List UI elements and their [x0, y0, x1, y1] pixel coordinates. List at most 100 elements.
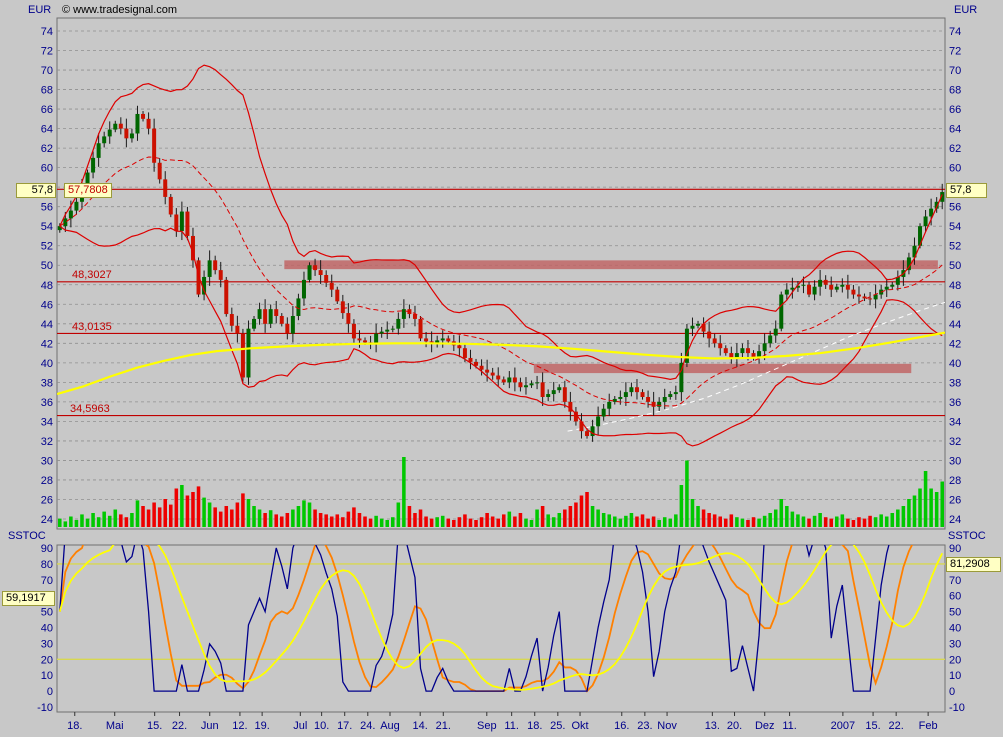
sstoc-axis-tick-right: -10 — [949, 702, 965, 714]
sstoc-axis-tick-left: 50 — [41, 607, 53, 619]
date-label: 22. — [172, 720, 187, 732]
price-axis-tick-left: 54 — [41, 221, 53, 233]
sstoc-axis-tick-right: 90 — [949, 543, 961, 555]
copyright-text: © www.tradesignal.com — [62, 4, 178, 16]
price-axis-tick-left: 74 — [41, 26, 53, 38]
price-axis-tick-left: 72 — [41, 46, 53, 58]
price-axis-tick-right: 70 — [949, 65, 961, 77]
price-axis-tick-right: 42 — [949, 338, 961, 350]
hline-label-34-5963: 34,5963 — [70, 403, 110, 415]
hline-label-43-0135: 43,0135 — [72, 321, 112, 333]
sstoc-axis-tick-left: 20 — [41, 654, 53, 666]
resistance-zone — [533, 363, 912, 374]
sstoc-axis-tick-right: 0 — [949, 686, 955, 698]
sstoc-value-label-right: 81,2908 — [946, 557, 1001, 572]
date-label: 2007 — [831, 720, 855, 732]
price-axis-tick-left: 62 — [41, 143, 53, 155]
stochastic-slow-line — [58, 545, 914, 693]
date-label: 19. — [254, 720, 269, 732]
sstoc-axis-tick-left: 70 — [41, 575, 53, 587]
price-axis-tick-right: 62 — [949, 143, 961, 155]
date-label: 18. — [527, 720, 542, 732]
price-axis-tick-right: 66 — [949, 104, 961, 116]
sstoc-axis-title-right: SSTOC — [948, 530, 986, 542]
price-axis-tick-left: 50 — [41, 260, 53, 272]
price-axis-tick-right: 72 — [949, 46, 961, 58]
price-axis-title-right: EUR — [954, 4, 978, 16]
date-label: 21. — [436, 720, 451, 732]
sstoc-axis-tick-left: 90 — [41, 543, 53, 555]
date-label: Feb — [919, 720, 938, 732]
sstoc-axis-tick-right: 60 — [949, 591, 961, 603]
date-label: 23. — [637, 720, 652, 732]
price-axis-tick-left: 60 — [41, 163, 53, 175]
price-plot-content — [57, 64, 945, 527]
price-axis-tick-left: 24 — [41, 514, 53, 526]
date-label: Sep — [477, 720, 497, 732]
sstoc-axis-tick-right: 30 — [949, 638, 961, 650]
sstoc-plot-content — [57, 545, 945, 693]
date-label: Aug — [380, 720, 400, 732]
date-label: Mai — [106, 720, 124, 732]
price-plot-frame — [56, 17, 946, 530]
yellow-moving-average — [57, 331, 945, 396]
date-label: 14. — [413, 720, 428, 732]
date-label: 24. — [360, 720, 375, 732]
price-axis-tick-right: 50 — [949, 260, 961, 272]
sstoc-axis-tick-left: 80 — [41, 559, 53, 571]
stochastic-fast-line — [59, 545, 890, 692]
bollinger-middle-band — [59, 156, 943, 407]
sstoc-plot-frame — [56, 544, 946, 713]
date-label: 15. — [147, 720, 162, 732]
current-price-label-right: 57,8 — [946, 183, 987, 198]
price-axis-tick-right: 36 — [949, 397, 961, 409]
price-axis-tick-left: 64 — [41, 124, 53, 136]
sstoc-axis-tick-left: 30 — [41, 638, 53, 650]
date-label: 11. — [504, 720, 518, 732]
stochastic-signal-line — [58, 545, 944, 691]
date-label: 13. — [705, 720, 720, 732]
sstoc-axis-tick-left: 40 — [41, 623, 53, 635]
price-axis-tick-right: 32 — [949, 436, 961, 448]
price-axis-tick-left: 26 — [41, 494, 53, 506]
price-axis-tick-left: 48 — [41, 280, 53, 292]
sstoc-axis-tick-right: 10 — [949, 670, 961, 682]
date-label: 22. — [889, 720, 904, 732]
price-axis-tick-left: 34 — [41, 416, 53, 428]
hline-label-57-7808: 57,7808 — [64, 183, 112, 198]
price-axis-tick-left: 28 — [41, 475, 53, 487]
price-axis-tick-left: 56 — [41, 202, 53, 214]
price-axis-tick-right: 38 — [949, 377, 961, 389]
candlesticks — [57, 105, 945, 442]
price-axis-tick-right: 60 — [949, 163, 961, 175]
sstoc-axis-tick-left: -10 — [37, 702, 53, 714]
date-label: Dez — [755, 720, 775, 732]
sstoc-axis-title-left: SSTOC — [8, 530, 46, 542]
price-axis-tick-right: 56 — [949, 202, 961, 214]
date-label: Nov — [657, 720, 677, 732]
sstoc-axis-tick-right: 50 — [949, 607, 961, 619]
date-label: Okt — [571, 720, 588, 732]
sstoc-axis-tick-right: 40 — [949, 623, 961, 635]
price-axis-tick-left: 32 — [41, 436, 53, 448]
price-axis-tick-left: 30 — [41, 455, 53, 467]
date-label: 11. — [782, 720, 796, 732]
sstoc-axis-tick-left: 10 — [41, 670, 53, 682]
price-axis-tick-left: 66 — [41, 104, 53, 116]
price-axis-tick-right: 30 — [949, 455, 961, 467]
bollinger-upper-band — [59, 64, 943, 380]
bollinger-lower-band — [59, 225, 943, 447]
date-label: 18. — [67, 720, 82, 732]
price-axis-tick-left: 36 — [41, 397, 53, 409]
price-axis-tick-right: 26 — [949, 494, 961, 506]
white-dashed-ma — [567, 301, 945, 432]
date-label: 10. — [314, 720, 329, 732]
price-axis-tick-right: 74 — [949, 26, 961, 38]
price-axis-tick-right: 64 — [949, 124, 961, 136]
price-axis-tick-left: 70 — [41, 65, 53, 77]
price-axis-tick-right: 48 — [949, 280, 961, 292]
resistance-zone — [284, 260, 938, 270]
price-axis-tick-left: 40 — [41, 358, 53, 370]
